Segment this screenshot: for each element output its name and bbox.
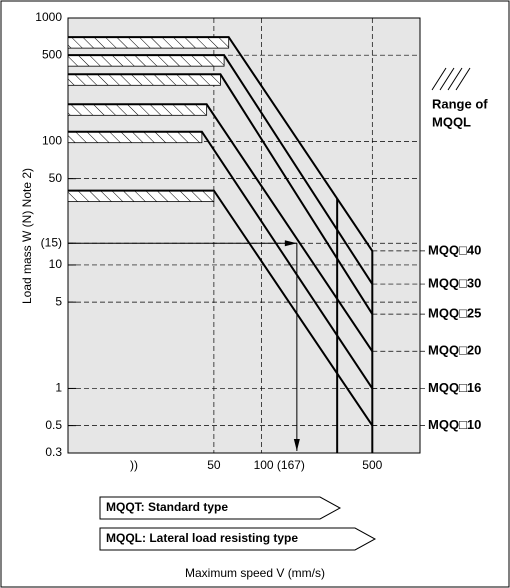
- series-line: [68, 36, 374, 252]
- y-axis-title: Load mass W (N) Note 2): [20, 168, 34, 304]
- arrow-head: [293, 439, 300, 451]
- range-label: Range of: [432, 96, 488, 111]
- legend-label: MQQ□16: [428, 380, 481, 395]
- y-tick-label: 10: [49, 257, 63, 271]
- legend-label: MQQ□30: [428, 276, 481, 291]
- y-tick-label: 100: [42, 134, 62, 148]
- legend-label: MQQ□20: [428, 343, 481, 358]
- mqql-range: [67, 190, 215, 203]
- y-tick-label: 1: [55, 381, 62, 395]
- x-tick-label: 50: [207, 458, 221, 472]
- y-tick-label: 5: [55, 294, 62, 308]
- y-tick-label: 500: [42, 47, 62, 61]
- type-label: MQQT: Standard type: [106, 500, 228, 514]
- y-tick-label: 0.3: [45, 445, 62, 459]
- legend-label: MQQ□25: [428, 306, 481, 321]
- type-label: MQQL: Lateral load resisting type: [106, 531, 298, 545]
- range-icon: [431, 67, 471, 91]
- axis-break: )): [130, 458, 138, 472]
- series-line: [68, 189, 374, 427]
- y-tick-label: (15): [41, 235, 62, 249]
- series-line: [68, 73, 374, 315]
- x-axis-title: Maximum speed V (mm/s): [185, 566, 325, 580]
- mqql-range: [67, 36, 230, 49]
- mqql-range: [67, 73, 221, 86]
- y-tick-label: 50: [49, 171, 63, 185]
- series-line: [68, 130, 374, 389]
- range-label: MQQL: [432, 114, 471, 129]
- series-line: [68, 54, 374, 285]
- x-tick-label: 500: [362, 458, 382, 472]
- mqql-range: [67, 103, 208, 116]
- mqql-range: [67, 131, 203, 144]
- type-arrow: [99, 496, 377, 551]
- legend-label: MQQ□40: [428, 242, 481, 257]
- y-tick-label: 1000: [35, 10, 62, 24]
- y-tick-label: 0.5: [45, 418, 62, 432]
- arrow-head: [284, 240, 297, 247]
- example-arrow: [68, 242, 298, 451]
- series-line: [68, 103, 374, 352]
- x-tick-label: 100 (167): [254, 458, 305, 472]
- mqql-range: [67, 54, 225, 67]
- legend-label: MQQ□10: [428, 417, 481, 432]
